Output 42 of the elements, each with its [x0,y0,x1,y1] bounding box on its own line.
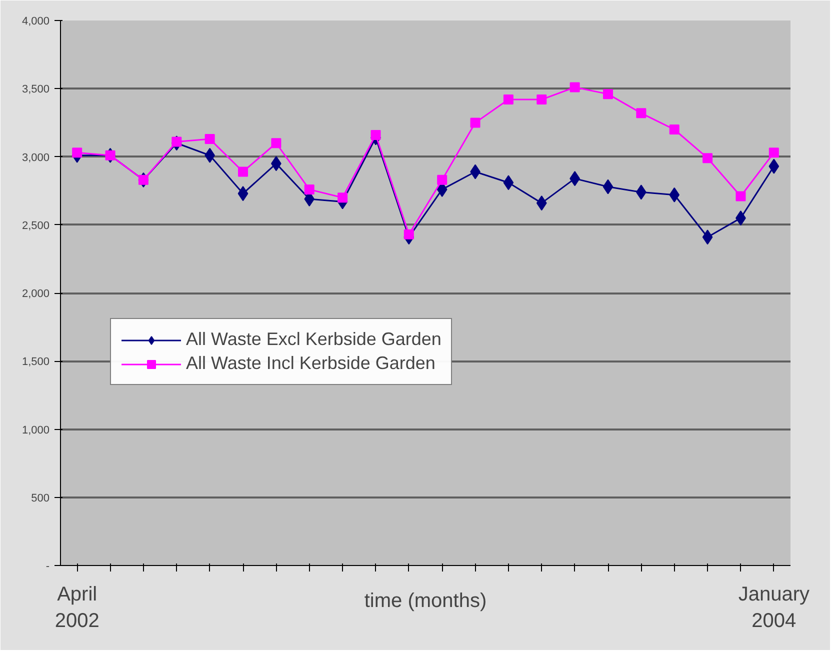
y-tick-label: - [46,560,50,572]
point [503,175,514,190]
point [271,138,282,148]
x-axis-title: time (months) [364,590,487,612]
point [669,124,680,134]
legend-label: All Waste Incl Kerbside Garden [186,353,436,374]
point [172,136,182,147]
point [204,134,215,144]
point [536,196,547,211]
point [636,108,646,118]
y-tick-label: 1,000 [22,424,50,436]
point [768,158,780,174]
y-tick-label: 2,500 [22,220,50,232]
point [702,153,713,164]
point [536,94,547,105]
y-tick-label: 500 [31,492,50,504]
point [72,148,82,158]
point [603,89,613,100]
point [238,186,248,202]
point [370,130,381,140]
legend-label: All Waste Excl Kerbside Garden [186,329,442,350]
point [470,118,480,128]
y-tick-label: 3,500 [22,84,50,96]
point [669,187,680,202]
point [503,94,514,105]
point [602,179,614,194]
point [404,229,414,240]
point [338,192,348,203]
y-tick-label: 1,500 [22,356,50,368]
y-tick-label: 4,000 [22,16,50,28]
point [702,230,713,245]
point [304,184,314,194]
point [768,148,779,158]
y-tick-label: 2,000 [22,288,50,300]
point [736,191,746,202]
point [437,174,448,185]
point [105,150,116,160]
point [570,82,580,92]
point [238,166,248,177]
x-tick-label: April 2002 [54,584,100,632]
y-tick-label: 3,000 [22,152,50,164]
x-tick-label: January 2004 [738,584,810,632]
